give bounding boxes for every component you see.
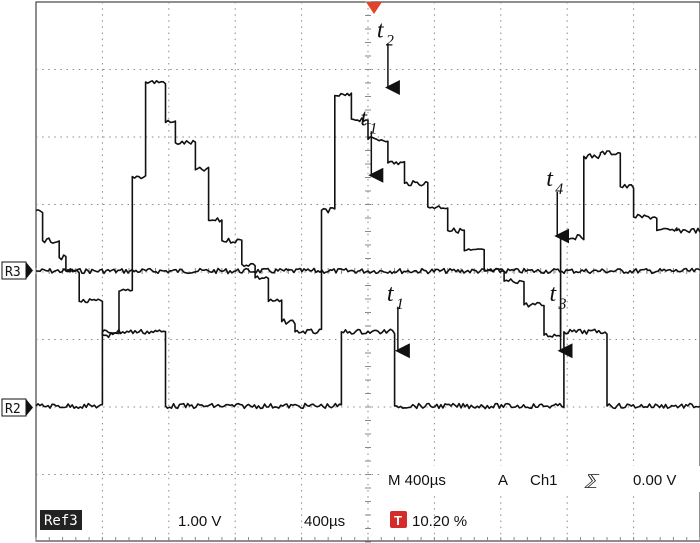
annotation-subscript: 2 — [386, 33, 394, 50]
waveform-traces — [35, 80, 700, 410]
ref-marker-upper: R3 — [1, 261, 33, 280]
annotation-label: t — [387, 281, 395, 307]
ref-volts-readout: 1.00 V — [178, 513, 221, 530]
annotation-label: t — [377, 18, 385, 44]
timebase-readout: M 400µs — [388, 472, 446, 489]
ref-marker-upper-label: R3 — [5, 265, 21, 280]
channel-readout: Ch1 — [530, 472, 558, 489]
trace-reference-flat — [36, 267, 700, 275]
trigger-position-marker — [366, 2, 382, 14]
annotation-subscript: 1 — [396, 296, 404, 313]
trigger-slope-icon: ⅀ — [584, 472, 600, 489]
time-annotations: t 2t 1t 4t 1 t 3 — [360, 18, 573, 359]
trace-lower-pulse-waveform — [35, 328, 700, 410]
annotation-subscript: 4 — [555, 181, 563, 198]
annotation-label: t — [550, 281, 558, 307]
readout-background — [383, 466, 700, 492]
ref-marker-lower-label: R2 — [5, 402, 21, 417]
trace-upper-step-waveform — [35, 80, 700, 339]
percent-readout: 10.20 % — [412, 513, 467, 530]
ref-label: Ref3 — [44, 513, 78, 529]
ref-marker-lower: R2 — [1, 398, 33, 417]
trigger-badge-label: T — [394, 513, 402, 528]
annotation-subscript: 3 — [558, 296, 567, 313]
annotation-label: t — [546, 166, 554, 192]
trigger-badge — [390, 511, 407, 528]
ref-time-readout: 400µs — [304, 513, 345, 530]
annotation-subscript: 1 — [369, 120, 377, 137]
trigger-mode-readout: A — [498, 472, 508, 489]
annotation-label: t — [360, 105, 368, 131]
trigger-level-readout: 0.00 V — [633, 472, 676, 489]
ref-label-badge — [40, 510, 82, 530]
